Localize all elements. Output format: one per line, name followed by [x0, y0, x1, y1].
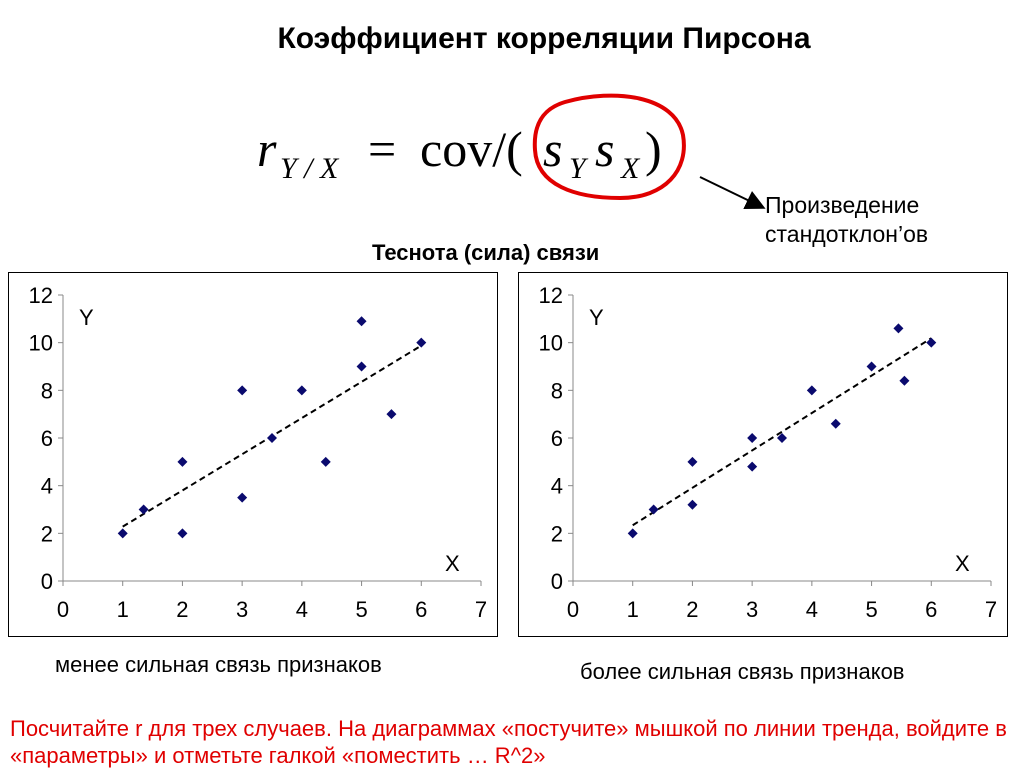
pearson-formula: r Y / X = cov/( s Y s X )	[255, 112, 695, 212]
formula-equals: =	[368, 121, 397, 177]
data-point	[177, 456, 188, 467]
trend-line[interactable]	[632, 337, 932, 527]
formula-r-subscript: Y / X	[280, 152, 339, 185]
y-tick-label: 6	[551, 426, 563, 451]
data-point	[117, 528, 128, 539]
section-subtitle: Теснота (сила) связи	[372, 240, 600, 265]
formula-s-x: s	[595, 121, 615, 177]
x-tick-label: 0	[567, 597, 579, 622]
formula-r: r	[257, 121, 277, 177]
x-tick-label: 6	[925, 597, 937, 622]
x-tick-label: 3	[236, 597, 248, 622]
data-point	[687, 456, 698, 467]
data-point	[866, 361, 877, 372]
data-point	[237, 385, 248, 396]
data-point	[296, 385, 307, 396]
data-point	[926, 337, 937, 348]
y-tick-label: 2	[551, 521, 563, 546]
data-point	[899, 375, 910, 386]
x-tick-label: 3	[746, 597, 758, 622]
data-point	[237, 492, 248, 503]
page-title: Коэффициент корреляции Пирсона	[277, 22, 811, 55]
x-tick-label: 7	[475, 597, 487, 622]
formula-subscript-y: Y	[569, 152, 586, 185]
chart-panel-left: 0 2 4 6 8 10 12 0 1 2 3 4 5 6 7 Y X	[8, 272, 498, 637]
y-tick-label: 12	[539, 283, 563, 308]
y-tick-label: 0	[551, 569, 563, 594]
task-instructions: Посчитайте r для трех случаев. На диагра…	[10, 716, 1007, 768]
y-tick-label: 6	[41, 426, 53, 451]
y-tick-label: 0	[41, 569, 53, 594]
y-tick-label: 12	[29, 283, 53, 308]
data-point	[777, 433, 787, 443]
highlight-circle	[532, 93, 686, 201]
x-axis-label: X	[445, 551, 460, 576]
y-tick-label: 8	[41, 378, 53, 403]
annotation-line-1: Произведение	[765, 192, 920, 218]
data-point	[320, 456, 331, 467]
data-point	[687, 499, 698, 510]
annotation-line-2: стандотклон’ов	[765, 221, 929, 247]
x-tick-label: 5	[865, 597, 877, 622]
data-point	[747, 461, 758, 472]
annotation-note: Произведение стандотклон’ов	[765, 191, 928, 249]
chart-panel-right: 0 2 4 6 8 10 12 0 1 2 3 4 5 6 7 Y X	[518, 272, 1008, 637]
x-tick-label: 2	[686, 597, 698, 622]
data-point	[416, 337, 427, 348]
x-tick-label: 1	[117, 597, 129, 622]
caption-right: более сильная связь признаков	[580, 659, 905, 684]
y-tick-label: 10	[539, 331, 563, 356]
y-tick-label: 8	[551, 378, 563, 403]
data-point	[627, 528, 638, 539]
annotation-arrow	[699, 176, 766, 210]
formula-cov: cov/(	[420, 121, 523, 177]
data-point	[356, 316, 367, 327]
x-tick-label: 6	[415, 597, 427, 622]
y-tick-label: 4	[41, 474, 53, 499]
formula-s-y: s	[543, 121, 563, 177]
x-tick-label: 0	[57, 597, 69, 622]
formula-close-paren: )	[645, 121, 662, 177]
data-point	[177, 528, 188, 539]
x-tick-label: 1	[627, 597, 639, 622]
x-tick-label: 5	[355, 597, 367, 622]
x-tick-label: 2	[176, 597, 188, 622]
data-point	[830, 418, 841, 429]
formula-subscript-x: X	[621, 152, 640, 185]
data-point	[648, 504, 659, 515]
x-tick-label: 4	[296, 597, 308, 622]
y-axis-label: Y	[589, 305, 604, 330]
y-tick-label: 10	[29, 331, 53, 356]
data-point	[386, 409, 397, 420]
y-axis-label: Y	[79, 305, 94, 330]
data-point	[138, 504, 149, 515]
x-tick-label: 4	[806, 597, 818, 622]
x-tick-label: 7	[985, 597, 997, 622]
y-tick-label: 2	[41, 521, 53, 546]
caption-left: менее сильная связь признаков	[55, 652, 382, 677]
data-point	[893, 323, 904, 334]
data-point	[747, 433, 758, 443]
y-tick-label: 4	[551, 474, 563, 499]
x-axis-label: X	[955, 551, 970, 576]
data-point	[267, 433, 277, 443]
data-point	[356, 361, 367, 372]
data-point	[806, 385, 817, 396]
